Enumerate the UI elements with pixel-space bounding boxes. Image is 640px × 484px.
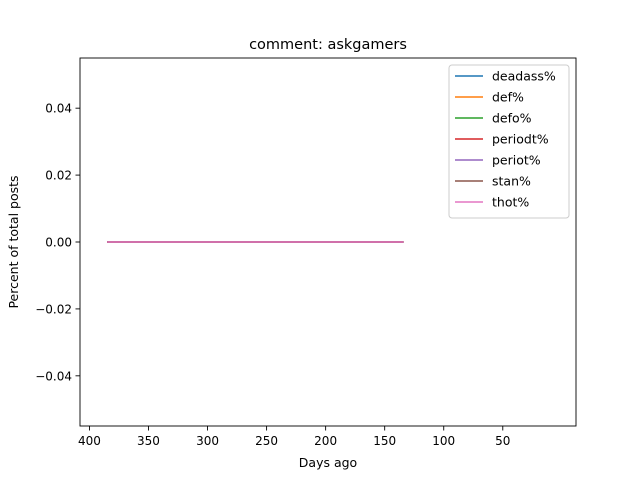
legend-label: thot% — [492, 195, 529, 210]
x-tick-label: 300 — [196, 434, 219, 448]
x-tick-label: 250 — [255, 434, 278, 448]
y-tick-label: −0.04 — [35, 369, 72, 383]
y-tick-label: 0.00 — [45, 236, 72, 250]
legend-label: periot% — [492, 153, 541, 168]
y-axis-label: Percent of total posts — [6, 175, 21, 308]
legend: deadass% def% defo% periodt% periot% stan% tho… — [448, 64, 570, 219]
x-axis-label: Days ago — [299, 455, 357, 470]
legend-label: deadass% — [492, 69, 556, 84]
chart-title: comment: askgamers — [249, 37, 407, 53]
x-tick-label: 400 — [78, 434, 101, 448]
x-tick-label: 200 — [314, 434, 337, 448]
x-tick-label: 350 — [137, 434, 160, 448]
y-tick-label: 0.04 — [45, 102, 72, 116]
legend-box — [448, 64, 570, 219]
y-tick-label: 0.02 — [45, 169, 72, 183]
legend-label: def% — [492, 90, 524, 105]
x-tick-label: 150 — [373, 434, 396, 448]
x-tick-label: 50 — [495, 434, 510, 448]
legend-label: stan% — [492, 174, 531, 189]
x-tick-label: 100 — [432, 434, 455, 448]
y-tick-label: −0.02 — [35, 302, 72, 316]
legend-label: periodt% — [492, 132, 549, 147]
plot-area: 400 350 300 250 200 150 100 50 0.04 0.02 0.00 −0.02… — [35, 57, 577, 448]
legend-label: defo% — [492, 111, 532, 126]
